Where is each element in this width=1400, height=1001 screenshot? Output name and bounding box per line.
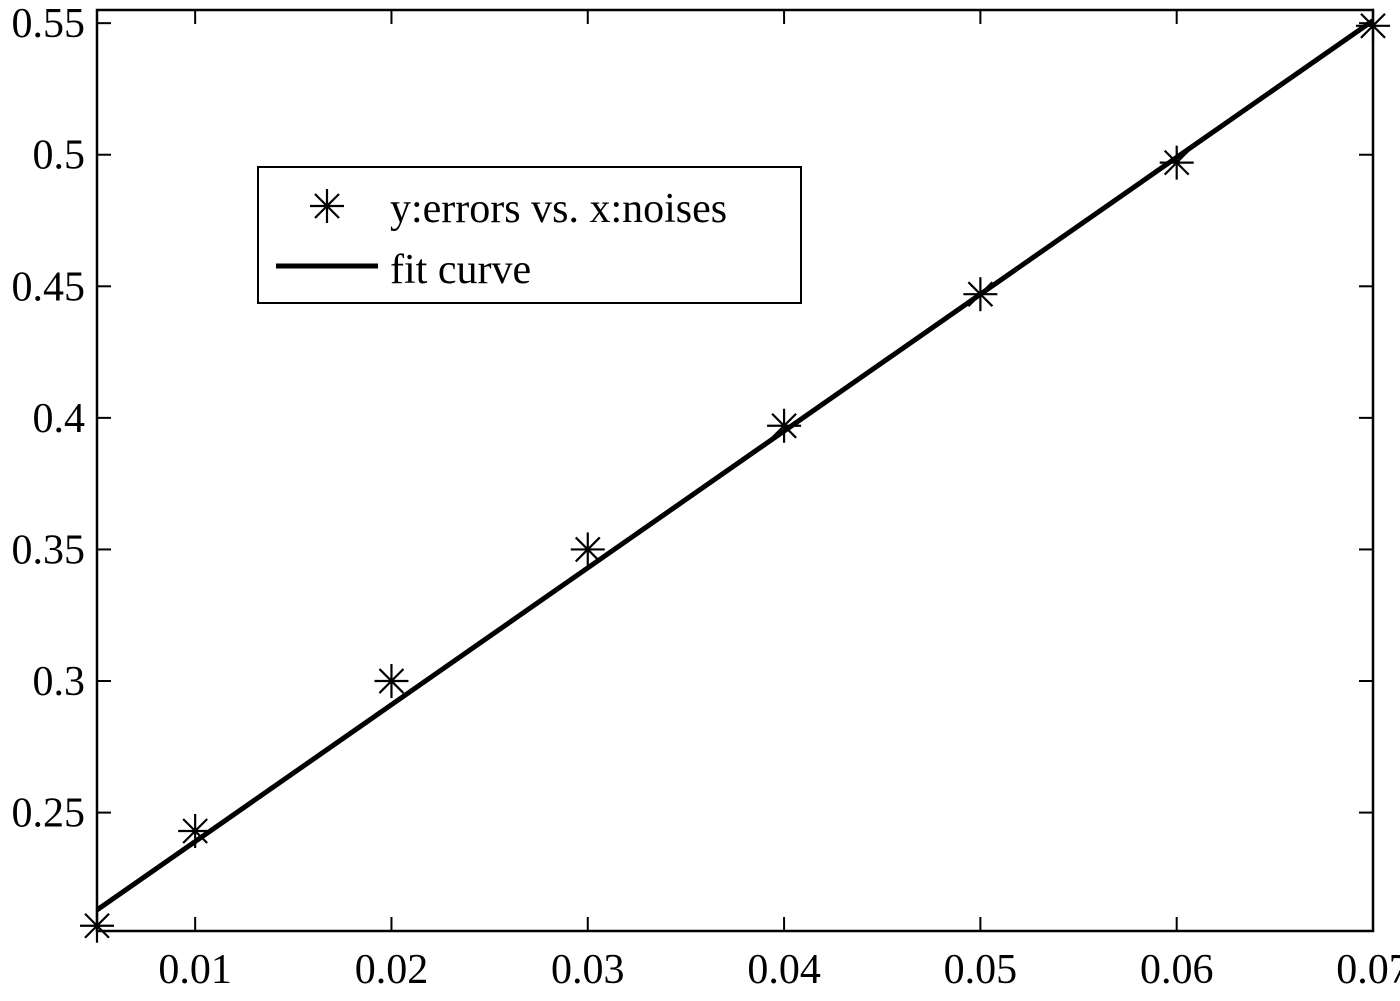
- y-tick-label: 0.25: [12, 791, 86, 837]
- legend: y:errors vs. x:noises fit curve: [257, 166, 802, 304]
- data-point-marker: [767, 408, 802, 443]
- axis-tick-labels: 0.01 0.02 0.03 0.04 0.05 0.06 0.07 0.25 0.3 0.35 0…: [12, 1, 1400, 993]
- x-tick-label: 0.03: [551, 947, 625, 993]
- plot-area: [95, 8, 1375, 933]
- data-point-marker: [570, 532, 605, 567]
- legend-label-fit: fit curve: [390, 247, 531, 293]
- x-tick-label: 0.07: [1336, 947, 1400, 993]
- legend-asterisk-icon: [310, 189, 344, 223]
- data-point-marker: [80, 908, 114, 943]
- data-point-marker: [1159, 145, 1194, 180]
- scatter-markers-layer: [80, 8, 1390, 943]
- data-point-marker: [374, 664, 409, 699]
- data-point-marker: [1356, 8, 1390, 43]
- legend-box: [257, 166, 802, 304]
- y-tick-label: 0.45: [12, 264, 86, 310]
- data-point-marker: [178, 814, 213, 849]
- fit-curve-line: [95, 18, 1375, 912]
- data-point-marker: [963, 277, 998, 312]
- legend-asterisk-glyph: [310, 189, 344, 223]
- fit-curve-layer: [95, 18, 1375, 912]
- legend-label-scatter: y:errors vs. x:noises: [390, 186, 727, 232]
- x-tick-label: 0.06: [1140, 947, 1214, 993]
- y-tick-label: 0.55: [12, 1, 86, 47]
- x-tick-label: 0.04: [747, 947, 821, 993]
- y-tick-label: 0.5: [33, 133, 86, 179]
- y-tick-label: 0.3: [33, 659, 86, 705]
- x-tick-label: 0.02: [355, 947, 429, 993]
- x-tick-label: 0.05: [944, 947, 1018, 993]
- y-tick-label: 0.4: [33, 396, 86, 442]
- y-tick-label: 0.35: [12, 527, 86, 573]
- x-tick-label: 0.01: [158, 947, 232, 993]
